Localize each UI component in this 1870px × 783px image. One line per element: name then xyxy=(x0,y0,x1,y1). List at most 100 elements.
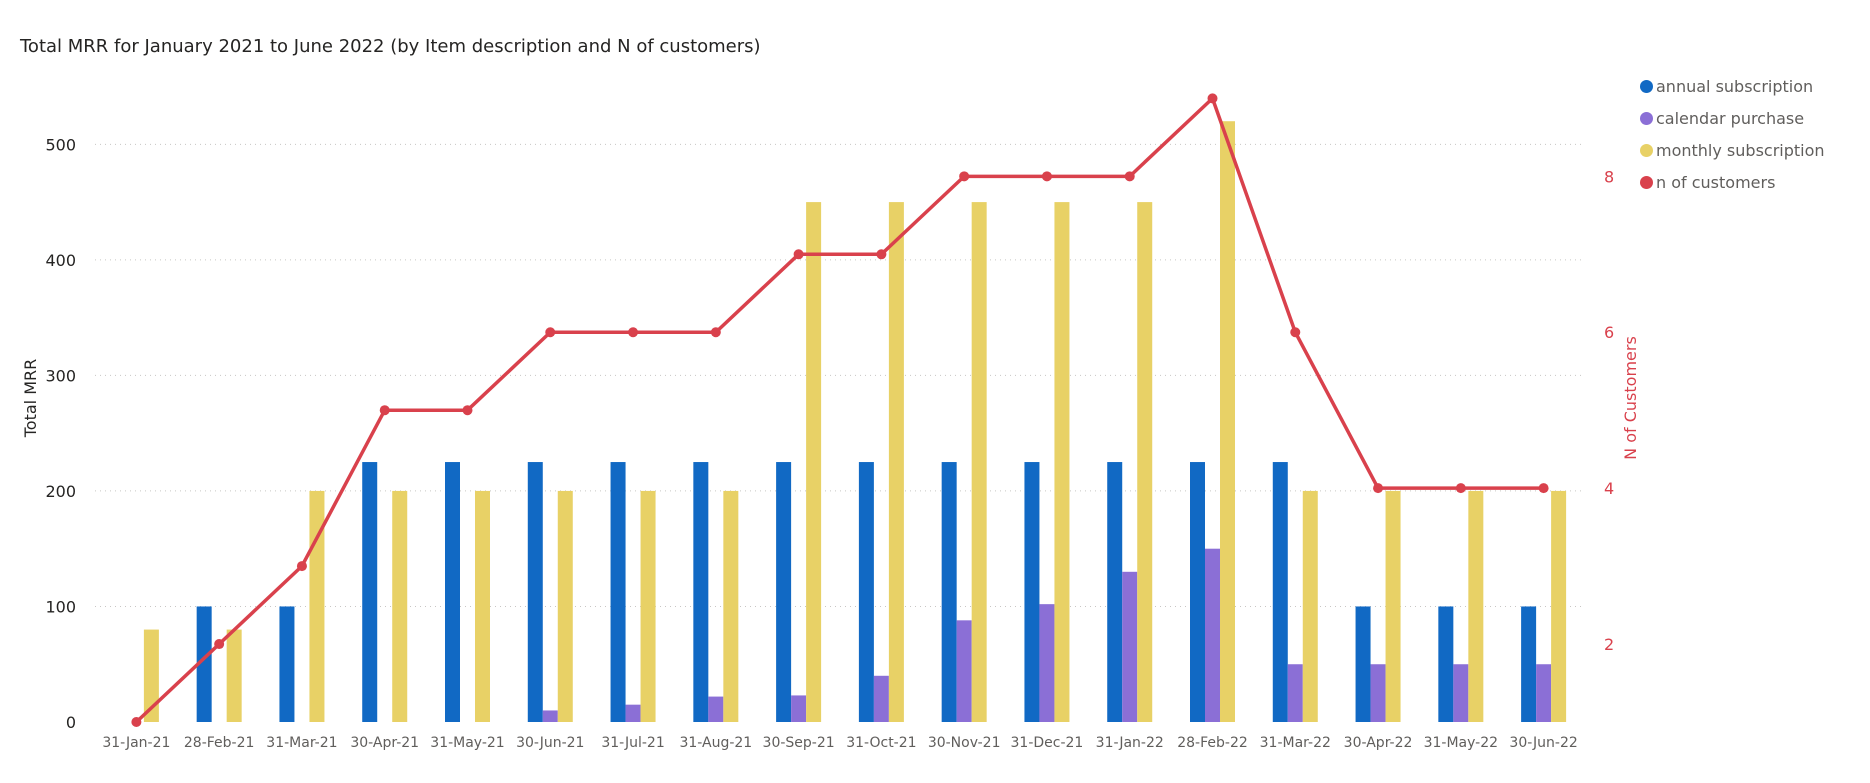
bar-monthly-subscription xyxy=(971,202,987,722)
x-tick-label: 31-Aug-21 xyxy=(679,735,752,751)
x-tick-label: 31-Jul-21 xyxy=(601,735,664,751)
legend-label: monthly subscription xyxy=(1656,140,1825,160)
y-tick-label: 400 xyxy=(45,251,76,270)
y-tick-label: 100 xyxy=(45,597,76,616)
bar-annual-subscription xyxy=(196,606,212,722)
customers-line xyxy=(131,93,1549,727)
customers-point xyxy=(1373,483,1384,494)
legend-item[interactable]: monthly subscription xyxy=(1640,134,1825,166)
x-tick-label: 28-Feb-21 xyxy=(184,735,255,751)
bar-monthly-subscription xyxy=(143,629,159,722)
bar-annual-subscription xyxy=(776,462,792,722)
x-tick-label: 31-Dec-21 xyxy=(1011,735,1084,751)
customers-point xyxy=(628,327,639,338)
bar-annual-subscription xyxy=(362,462,378,722)
x-tick-label: 30-Apr-22 xyxy=(1344,735,1413,751)
bar-monthly-subscription xyxy=(1220,121,1235,722)
bar-calendar-purchase xyxy=(542,710,558,722)
legend-dot-icon xyxy=(1640,143,1653,157)
chart-title: Total MRR for January 2021 to June 2022 … xyxy=(20,36,761,57)
y-axis-left: 0 100 200 300 400 500 xyxy=(45,135,76,732)
customers-point xyxy=(959,171,970,182)
bar-monthly-subscription xyxy=(1385,490,1401,722)
x-tick-label: 31-May-21 xyxy=(430,735,504,751)
customers-point xyxy=(1290,327,1301,338)
x-tick-label: 31-Mar-21 xyxy=(266,735,337,751)
bar-annual-subscription xyxy=(279,606,295,722)
x-tick-label: 31-Oct-21 xyxy=(846,735,916,751)
x-tick-label: 31-Jan-22 xyxy=(1096,735,1164,751)
legend-dot-icon xyxy=(1640,79,1653,93)
bar-calendar-purchase xyxy=(1453,664,1469,722)
legend-dot-icon xyxy=(1640,111,1653,125)
x-tick-label: 31-May-22 xyxy=(1424,735,1498,751)
legend-item[interactable]: n of customers xyxy=(1640,166,1825,198)
bar-monthly-subscription xyxy=(226,629,242,722)
bar-calendar-purchase xyxy=(625,704,641,722)
bar-calendar-purchase xyxy=(1205,548,1220,722)
bar-monthly-subscription xyxy=(475,490,490,722)
customers-point xyxy=(1538,483,1549,494)
bar-annual-subscription xyxy=(445,462,460,722)
bar-calendar-purchase xyxy=(1370,664,1386,722)
customers-point xyxy=(1207,93,1218,104)
y-tick-label: 300 xyxy=(45,366,76,385)
customers-point xyxy=(1124,171,1135,182)
bar-annual-subscription xyxy=(1355,606,1371,722)
y2-axis-title: N of Customers xyxy=(1621,336,1640,460)
bar-calendar-purchase xyxy=(956,620,972,722)
customers-point xyxy=(462,405,473,416)
y2-tick-label: 2 xyxy=(1604,635,1614,654)
customers-point xyxy=(545,327,556,338)
x-tick-label: 31-Jan-21 xyxy=(102,735,170,751)
bar-calendar-purchase xyxy=(1122,571,1138,722)
customers-point xyxy=(214,639,225,650)
bar-monthly-subscription xyxy=(723,490,739,722)
bar-monthly-subscription xyxy=(1551,490,1567,722)
legend-label: n of customers xyxy=(1656,172,1776,192)
bar-monthly-subscription xyxy=(309,490,325,722)
y-tick-label: 0 xyxy=(66,713,76,732)
bar-monthly-subscription xyxy=(392,490,408,722)
x-tick-label: 30-Nov-21 xyxy=(928,735,1001,751)
bar-annual-subscription xyxy=(693,462,709,722)
y-axis-title: Total MRR xyxy=(21,359,40,439)
x-tick-label: 30-Sep-21 xyxy=(763,735,835,751)
legend-label: annual subscription xyxy=(1656,76,1814,96)
legend-dot-icon xyxy=(1640,175,1653,189)
y2-tick-label: 4 xyxy=(1604,479,1614,498)
customers-point xyxy=(296,561,307,572)
bar-annual-subscription xyxy=(1190,462,1205,722)
customers-point xyxy=(379,405,390,416)
x-axis: 31-Jan-21 28-Feb-21 31-Mar-21 30-Apr-21 31-M… xyxy=(102,735,1577,751)
bar-monthly-subscription xyxy=(1054,202,1070,722)
legend-item[interactable]: calendar purchase xyxy=(1640,102,1825,134)
bar-calendar-purchase xyxy=(1536,664,1552,722)
bar-monthly-subscription xyxy=(1468,490,1484,722)
bar-annual-subscription xyxy=(527,462,543,722)
bar-monthly-subscription xyxy=(640,490,656,722)
bar-monthly-subscription xyxy=(888,202,904,722)
y-axis-right: 2 4 6 8 xyxy=(1604,167,1614,654)
bar-calendar-purchase xyxy=(1039,604,1055,722)
legend-item[interactable]: annual subscription xyxy=(1640,70,1825,102)
y2-tick-label: 6 xyxy=(1604,323,1614,342)
customers-line-path xyxy=(135,96,1544,724)
customers-point xyxy=(876,249,887,260)
x-tick-label: 31-Mar-22 xyxy=(1260,735,1331,751)
bar-monthly-subscription xyxy=(1137,202,1153,722)
x-tick-label: 30-Jun-21 xyxy=(516,735,584,751)
x-tick-label: 30-Jun-22 xyxy=(1509,735,1577,751)
legend-label: calendar purchase xyxy=(1656,108,1805,128)
bar-annual-subscription xyxy=(1107,462,1123,722)
customers-point xyxy=(1455,483,1466,494)
bar-calendar-purchase xyxy=(1287,664,1303,722)
bar-monthly-subscription xyxy=(1302,490,1318,722)
bar-annual-subscription xyxy=(1438,606,1454,722)
customers-point xyxy=(793,249,804,260)
bar-annual-subscription xyxy=(941,462,957,722)
bar-monthly-subscription xyxy=(557,490,573,722)
bar-calendar-purchase xyxy=(873,675,889,722)
bar-calendar-purchase xyxy=(791,695,807,722)
bar-annual-subscription xyxy=(1272,462,1288,722)
